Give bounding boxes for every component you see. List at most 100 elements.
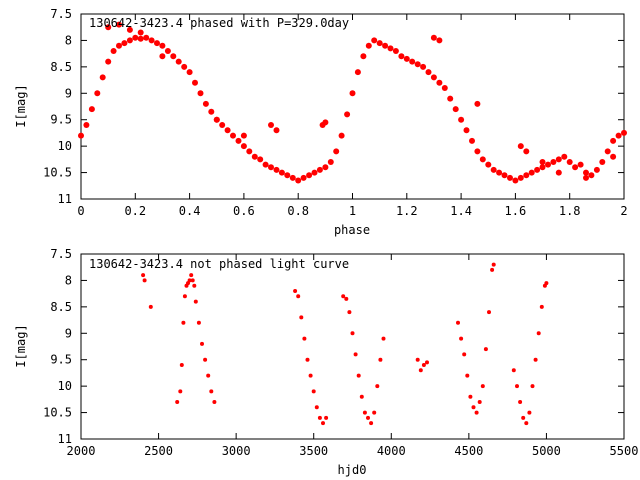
data-point (555, 169, 562, 176)
tick-group: 0 0.2 0.4 0.6 0.8 1 1.2 1.4 1.6 1.8 2 7.5 8 8.5 9 9.5 10… (43, 7, 628, 218)
x-tick-label: 3500 (299, 444, 328, 458)
data-point (344, 111, 351, 118)
data-point (208, 108, 215, 115)
x-tick-label: 1.2 (396, 204, 418, 218)
data-point (534, 166, 541, 173)
x-tick-label: 5500 (610, 444, 639, 458)
data-point (483, 347, 488, 352)
data-point (88, 106, 95, 113)
data-point (347, 310, 352, 315)
x-tick-label: 3000 (222, 444, 251, 458)
data-point (159, 42, 166, 49)
data-point (604, 148, 611, 155)
data-point (441, 85, 448, 91)
data-point (170, 53, 177, 60)
data-point (544, 281, 549, 286)
data-point (148, 304, 153, 309)
x-tick-label: 0.4 (179, 204, 201, 218)
data-point (588, 172, 595, 179)
data-point (375, 384, 380, 389)
data-point (116, 21, 122, 28)
data-point (197, 90, 204, 97)
x-tick-label: 1.6 (505, 204, 527, 218)
data-point (181, 320, 186, 325)
data-point (240, 132, 247, 139)
x-tick-label: 0 (77, 204, 84, 218)
y-tick-label: 7.5 (50, 247, 72, 261)
data-point (518, 400, 523, 404)
data-point (316, 166, 323, 173)
data-point (189, 273, 194, 278)
data-point (187, 278, 192, 283)
data-point (338, 132, 345, 139)
data-point (349, 90, 356, 97)
data-point (496, 169, 503, 176)
data-point (289, 174, 296, 181)
plot-frame (80, 13, 625, 200)
x-tick-label: 1 (349, 204, 356, 218)
data-point (425, 69, 432, 76)
data-point (126, 26, 133, 33)
data-point (360, 53, 367, 60)
data-point (539, 164, 546, 171)
data-point (447, 95, 454, 102)
data-point (246, 148, 253, 155)
data-point (142, 278, 147, 283)
data-point (209, 389, 214, 394)
data-point (550, 159, 557, 165)
data-point (126, 37, 133, 44)
data-point (566, 159, 573, 165)
data-point (621, 129, 627, 136)
x-tick-label: 1.4 (450, 204, 472, 218)
data-point (105, 24, 112, 31)
data-point (403, 55, 410, 62)
data-point (306, 172, 313, 179)
data-point (528, 169, 535, 176)
data-point (311, 169, 318, 176)
data-point (414, 61, 421, 68)
x-tick-label: 0.2 (124, 204, 146, 218)
data-point (299, 315, 304, 320)
data-point (487, 310, 491, 315)
data-point (517, 174, 524, 181)
data-point (474, 410, 479, 415)
data-point (230, 132, 236, 139)
data-point (196, 320, 201, 325)
data-point (376, 40, 383, 47)
chart-title: 130642-3423.4 phased with P=329.0day (89, 16, 349, 30)
data-point (186, 69, 193, 76)
data-point (398, 53, 405, 60)
data-point (322, 164, 329, 171)
data-point (463, 127, 470, 134)
data-point (378, 357, 383, 362)
data-point (480, 384, 485, 389)
data-point (268, 122, 274, 128)
data-point (479, 156, 486, 163)
data-point (392, 48, 399, 54)
data-point (365, 42, 372, 49)
data-point (521, 415, 526, 420)
x-tick-label: 0.6 (233, 204, 255, 218)
data-point (305, 357, 310, 362)
data-point (371, 37, 378, 44)
data-point (200, 341, 204, 346)
data-point (175, 400, 180, 404)
data-point (539, 304, 544, 309)
tick-group: 2000 2500 3000 3500 4000 4500 5000 5500 7.5 8 8.5 9… (43, 247, 638, 458)
chart-title: 130642-3423.4 not phased light curve (89, 257, 349, 271)
y-tick-label: 9.5 (50, 353, 72, 367)
data-point (530, 384, 535, 389)
data-point (296, 294, 301, 299)
data-point (523, 172, 530, 179)
data-point (418, 368, 423, 373)
data-point (469, 137, 475, 144)
data-point (333, 148, 340, 155)
data-point (382, 42, 389, 49)
data-point (491, 262, 496, 267)
data-point (193, 299, 198, 304)
data-point (137, 29, 144, 36)
data-point (321, 421, 325, 426)
data-point (459, 336, 464, 341)
y-tick-label: 7.5 (50, 7, 72, 21)
data-point (583, 169, 589, 176)
